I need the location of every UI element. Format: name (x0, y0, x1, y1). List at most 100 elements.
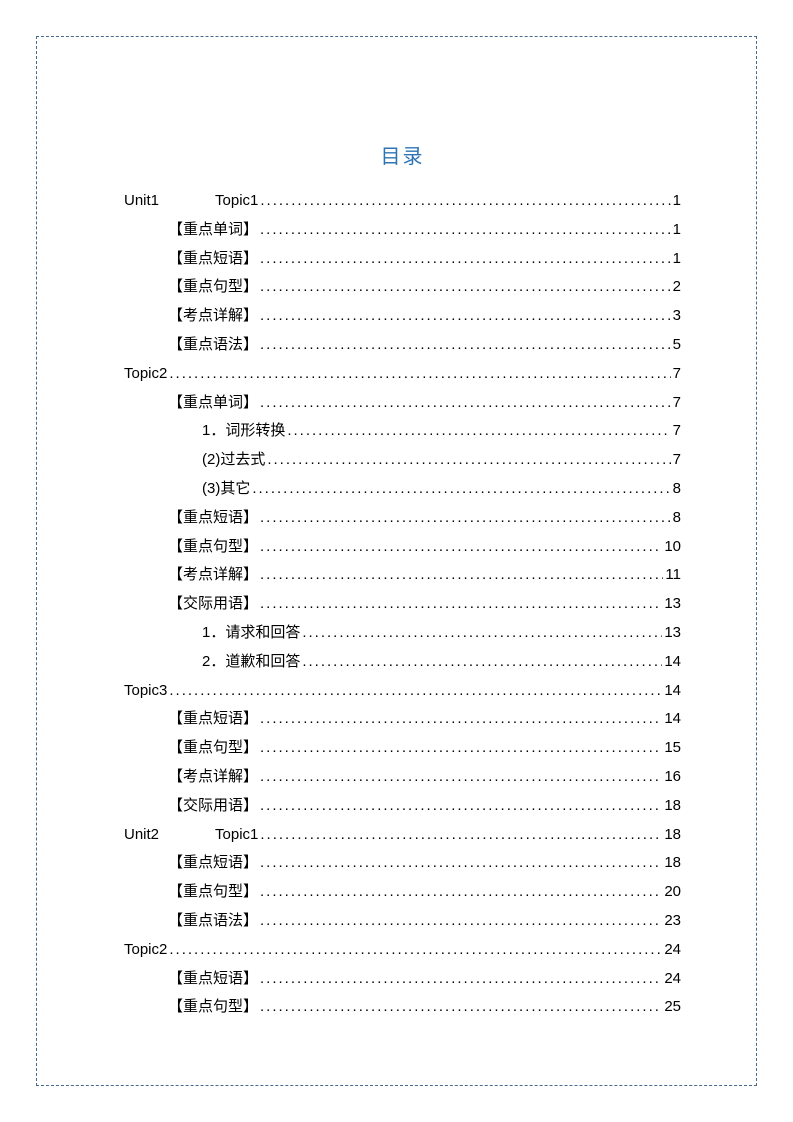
toc-page-number: 3 (673, 302, 681, 331)
toc-entry-label: Topic2 (124, 360, 167, 389)
toc-dots (260, 590, 662, 619)
toc-entry: 【重点短语】 18 (124, 849, 681, 878)
toc-dots (260, 705, 662, 734)
toc-page-number: 14 (664, 648, 681, 677)
toc-page-number: 10 (664, 533, 681, 562)
toc-entry: 【考点详解】 16 (124, 763, 681, 792)
toc-entry: Topic314 (124, 677, 681, 706)
toc-page-number: 25 (664, 993, 681, 1022)
toc-dots (260, 302, 671, 331)
toc-title: 目录 (124, 140, 681, 169)
toc-page-number: 2 (673, 273, 681, 302)
toc-page-number: 1 (673, 216, 681, 245)
toc-dots (260, 849, 662, 878)
toc-page-number: 23 (664, 907, 681, 936)
toc-dots (260, 878, 662, 907)
toc-entry-label: (3)其它 (202, 475, 250, 504)
toc-entry: 1．请求和回答13 (124, 619, 681, 648)
toc-entry: 【重点单词】 1 (124, 216, 681, 245)
toc-page-number: 16 (664, 763, 681, 792)
toc-entry-label: 【重点短语】 (168, 504, 258, 533)
toc-dots (267, 446, 670, 475)
toc-entry-label: 1．词形转换 (202, 417, 285, 446)
toc-list: Unit1Topic11【重点单词】1【重点短语】1【重点句型】2【考点详解】3… (124, 187, 681, 1022)
toc-entry: 【重点短语】24 (124, 965, 681, 994)
toc-page-number: 7 (673, 360, 681, 389)
toc-dots (260, 792, 662, 821)
toc-dots (260, 821, 662, 850)
toc-page-number: 18 (664, 821, 681, 850)
toc-entry: 【重点句型】 10 (124, 533, 681, 562)
toc-entry: 【重点语法】 23 (124, 907, 681, 936)
toc-entry-label: 【重点句型】 (168, 993, 258, 1022)
toc-dots (169, 677, 662, 706)
toc-entry: 【重点句型】20 (124, 878, 681, 907)
toc-entry-label: 【重点句型】 (168, 273, 258, 302)
toc-dots (260, 561, 663, 590)
toc-entry-label: 【交际用语】 (168, 590, 258, 619)
toc-page-number: 18 (664, 849, 681, 878)
toc-page-number: 14 (664, 705, 681, 734)
toc-entry: (2)过去式7 (124, 446, 681, 475)
toc-dots (287, 417, 670, 446)
toc-page-number: 18 (664, 792, 681, 821)
toc-dots (260, 763, 662, 792)
toc-dots (260, 504, 671, 533)
toc-dots (252, 475, 670, 504)
toc-entry-label: 1．请求和回答 (202, 619, 300, 648)
toc-page-number: 1 (673, 187, 681, 216)
toc-entry-label: 【交际用语】 (168, 792, 258, 821)
toc-page-number: 11 (665, 561, 681, 590)
toc-entry-label: 【重点语法】 (168, 907, 258, 936)
toc-entry: Unit2Topic1 18 (124, 821, 681, 850)
toc-entry: 【交际用语】 13 (124, 590, 681, 619)
toc-entry-label: 【重点短语】 (168, 849, 258, 878)
toc-page-number: 15 (664, 734, 681, 763)
toc-page-number: 20 (664, 878, 681, 907)
toc-entry-label: 【重点句型】 (168, 533, 258, 562)
toc-page-number: 14 (664, 677, 681, 706)
toc-entry: 【重点短语】14 (124, 705, 681, 734)
toc-entry: (3)其它 8 (124, 475, 681, 504)
toc-entry-label: 【重点短语】 (168, 245, 258, 274)
toc-entry: 2．道歉和回答 14 (124, 648, 681, 677)
toc-page-number: 24 (664, 936, 681, 965)
toc-entry: 【重点句型】 2 (124, 273, 681, 302)
toc-entry-label: 【考点详解】 (168, 763, 258, 792)
toc-unit-label: Unit1 (124, 187, 159, 216)
toc-entry: 【考点详解】11 (124, 561, 681, 590)
toc-dots (260, 734, 662, 763)
toc-dots (169, 936, 662, 965)
toc-dots (260, 965, 662, 994)
toc-entry-label: 【重点语法】 (168, 331, 258, 360)
toc-page-number: 5 (673, 331, 681, 360)
toc-entry: 【重点语法】 5 (124, 331, 681, 360)
toc-dots (302, 619, 662, 648)
toc-dots (302, 648, 662, 677)
toc-dots (260, 187, 670, 216)
toc-entry-label: 2．道歉和回答 (202, 648, 300, 677)
toc-content: 目录 Unit1Topic11【重点单词】1【重点短语】1【重点句型】2【考点详… (124, 140, 681, 1022)
toc-dots (260, 273, 671, 302)
toc-entry-label: Unit1Topic1 (124, 187, 258, 216)
toc-page-number: 8 (673, 475, 681, 504)
toc-dots (260, 993, 662, 1022)
toc-entry-label: Unit2Topic1 (124, 821, 258, 850)
toc-unit-label: Unit2 (124, 821, 159, 850)
toc-entry-label: 【考点详解】 (168, 302, 258, 331)
toc-dots (260, 331, 671, 360)
toc-entry-label: 【重点单词】 (168, 216, 258, 245)
toc-page-number: 7 (673, 389, 681, 418)
toc-page-number: 8 (673, 504, 681, 533)
toc-entry: Unit1Topic1 1 (124, 187, 681, 216)
toc-entry: 【重点短语】 8 (124, 504, 681, 533)
toc-dots (260, 216, 671, 245)
toc-entry-label: Topic2 (124, 936, 167, 965)
toc-dots (169, 360, 670, 389)
toc-page-number: 13 (664, 590, 681, 619)
toc-entry: 【重点句型】15 (124, 734, 681, 763)
toc-entry: Topic2 7 (124, 360, 681, 389)
toc-entry: 【交际用语】 18 (124, 792, 681, 821)
toc-dots (260, 533, 662, 562)
toc-entry-label: 【重点单词】 (168, 389, 258, 418)
